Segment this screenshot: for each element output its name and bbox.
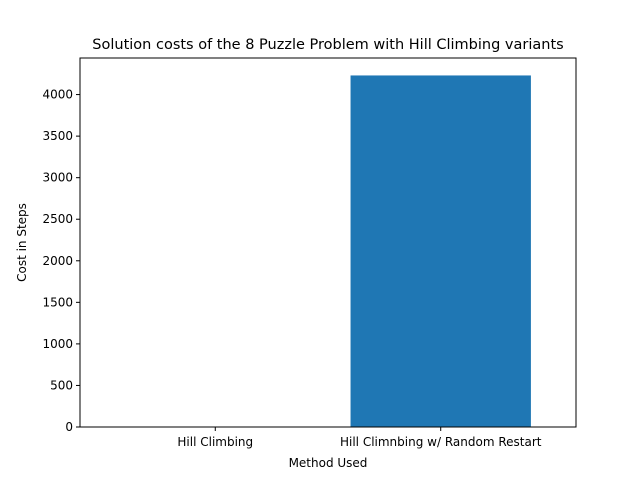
chart-title: Solution costs of the 8 Puzzle Problem w… — [92, 37, 563, 53]
x-axis-ticks: Hill Climbing Hill Climnbing w/ Random Re… — [177, 427, 542, 449]
y-tick-label: 1500 — [42, 295, 73, 309]
y-tick-label: 0 — [65, 420, 73, 434]
plot-area-frame — [79, 57, 577, 428]
x-tick-label: Hill Climnbing w/ Random Restart — [340, 435, 542, 449]
x-tick-label: Hill Climbing — [177, 435, 253, 449]
bars-layer — [350, 75, 531, 428]
y-axis-ticks: 0 500 1000 1500 2000 2500 3000 3500 4000 — [42, 88, 80, 434]
y-tick-label: 2000 — [42, 254, 73, 268]
y-tick-label: 3500 — [42, 129, 73, 143]
y-axis-label: Cost in Steps — [15, 203, 29, 282]
bar-1 — [350, 75, 531, 428]
y-tick-label: 1000 — [42, 337, 73, 351]
y-tick-label: 500 — [50, 378, 73, 392]
x-axis-label: Method Used — [289, 456, 368, 470]
y-tick-label: 4000 — [42, 88, 73, 102]
y-tick-label: 3000 — [42, 171, 73, 185]
y-tick-label: 2500 — [42, 212, 73, 226]
